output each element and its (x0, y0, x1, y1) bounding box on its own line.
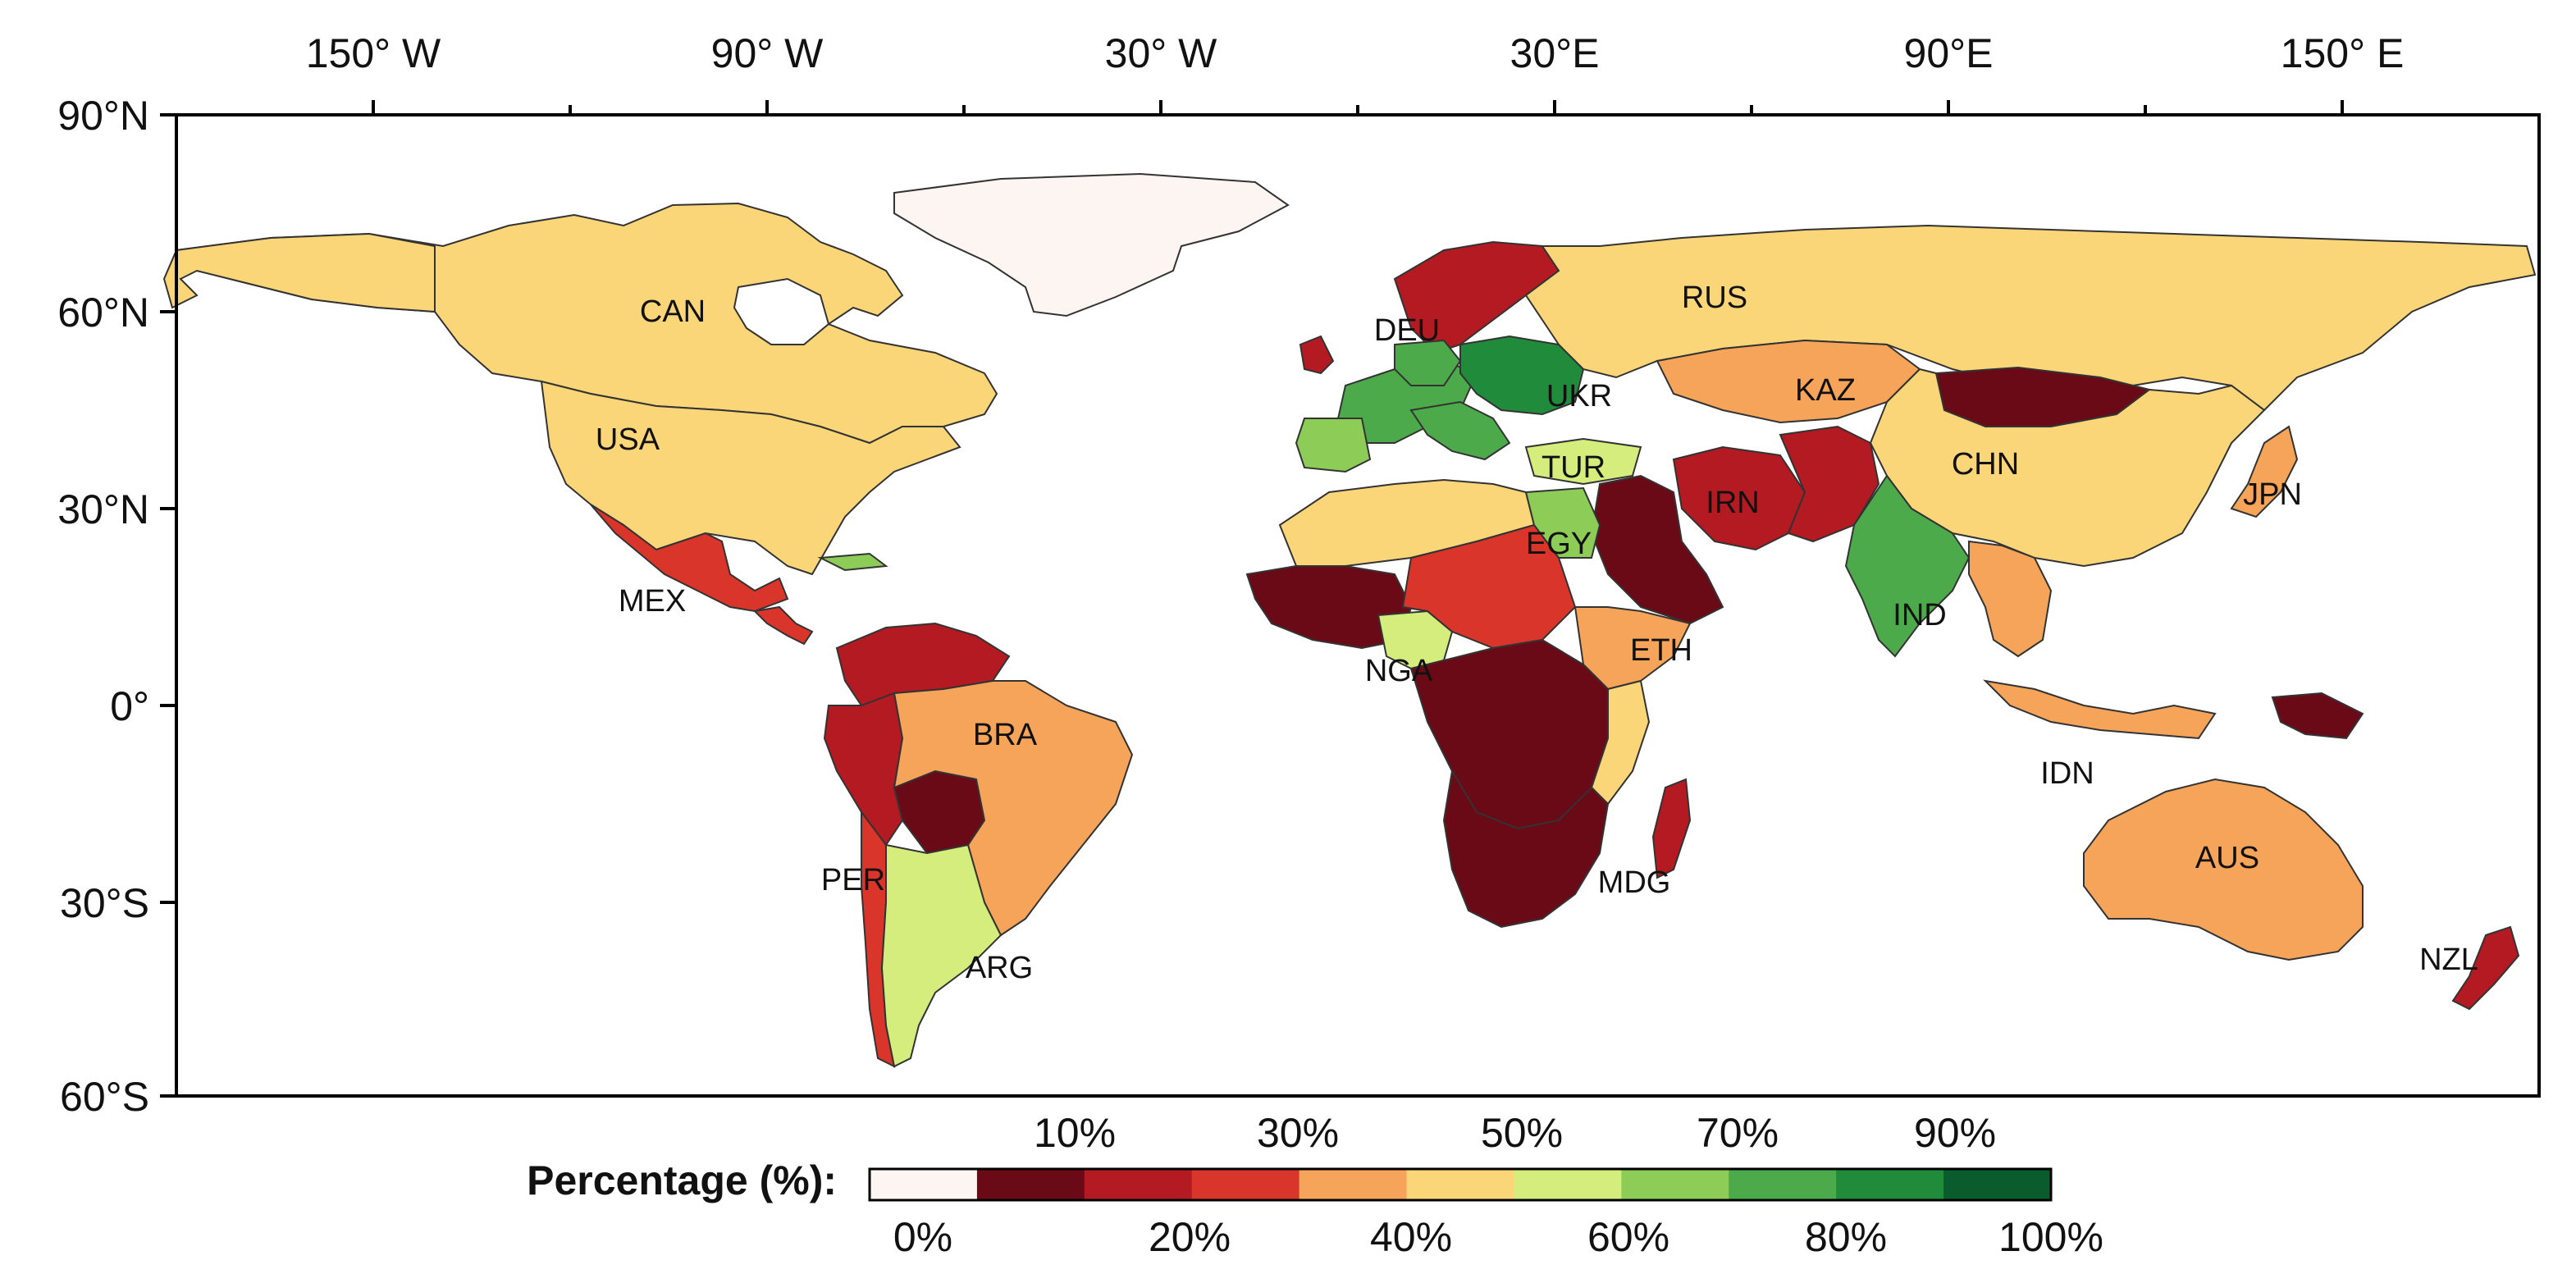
country-label-MDG: MDG (1598, 865, 1671, 900)
country-label-JPN: JPN (2243, 477, 2302, 512)
legend-bottom-tick: 100% (1998, 1214, 2103, 1260)
hudson-bay (733, 277, 830, 345)
region-UKR (1459, 335, 1585, 416)
region-se-asia (1968, 540, 2053, 658)
region-central-america (752, 605, 814, 646)
region-EGY (1524, 486, 1601, 559)
legend-swatch (1943, 1169, 2052, 1200)
legend-swatch (1621, 1169, 1729, 1200)
legend-swatch (1406, 1169, 1514, 1200)
legend: Percentage (%): 10% 30% 50% 70% 90% 0% 2… (527, 1110, 2103, 1260)
country-label-DEU: DEU (1374, 313, 1440, 348)
country-label-ARG: ARG (966, 951, 1033, 985)
left-axis (160, 113, 176, 1098)
left-tick-label: 0° (110, 683, 149, 729)
country-label-NZL: NZL (2419, 943, 2478, 977)
region-TUR (1524, 437, 1642, 486)
country-label-NGA: NGA (1365, 654, 1433, 688)
country-label-MEX: MEX (619, 584, 686, 619)
country-label-IRN: IRN (1706, 486, 1759, 520)
region-uk (1299, 335, 1335, 375)
country-label-AUS: AUS (2195, 841, 2259, 875)
region-USA-alaska (162, 232, 436, 313)
country-label-USA: USA (596, 422, 660, 457)
legend-top-tick: 10% (1034, 1110, 1116, 1156)
legend-swatch (1514, 1169, 1622, 1200)
region-IDN (1983, 679, 2217, 740)
legend-top-ticks: 10% 30% 50% 70% 90% (1034, 1110, 1996, 1156)
left-tick-label: 30°N (57, 486, 149, 532)
left-tick-label: 60°S (60, 1074, 149, 1120)
legend-swatch (1084, 1169, 1193, 1200)
left-tick-label: 30°S (60, 880, 149, 926)
legend-colorbar (870, 1169, 2052, 1200)
legend-top-tick: 70% (1697, 1110, 1779, 1156)
region-JPN (2230, 425, 2299, 518)
region-AUS (2083, 778, 2364, 961)
legend-swatch (976, 1169, 1085, 1200)
region-southern-africa (1442, 769, 1610, 929)
region-MEX (590, 504, 789, 613)
country-label-RUS: RUS (1682, 281, 1747, 315)
country-label-PER: PER (821, 863, 885, 897)
top-tick-label: 30° W (1105, 30, 1218, 76)
region-DEU (1394, 339, 1462, 386)
legend-swatch (1729, 1169, 1837, 1200)
country-label-TUR: TUR (1541, 450, 1605, 485)
top-tick-label: 90°E (1904, 30, 1994, 76)
country-label-IND: IND (1893, 598, 1946, 632)
region-MDG (1651, 778, 1692, 879)
left-tick-label: 90°N (57, 93, 149, 139)
top-tick-label: 30°E (1510, 30, 1600, 76)
region-middle-east (1590, 474, 1724, 625)
region-balkans (1409, 400, 1511, 461)
land-layer (162, 172, 2537, 1068)
country-label-CAN: CAN (640, 294, 706, 329)
legend-swatch (1191, 1169, 1300, 1200)
legend-frame (868, 1167, 2053, 1202)
legend-swatch (1836, 1169, 1944, 1200)
legend-title: Percentage (%): (527, 1157, 837, 1203)
top-tick-label: 90° W (711, 30, 824, 76)
legend-bottom-tick: 40% (1370, 1214, 1452, 1260)
country-label-KAZ: KAZ (1795, 373, 1856, 408)
top-tick-label: 150° E (2281, 30, 2405, 76)
legend-bottom-tick: 0% (893, 1214, 952, 1260)
legend-top-tick: 90% (1914, 1110, 1996, 1156)
region-ARG (880, 843, 1003, 1068)
legend-swatch (1299, 1169, 1408, 1200)
top-axis (372, 100, 2344, 115)
country-label-ETH: ETH (1630, 633, 1692, 668)
country-label-IDN: IDN (2040, 756, 2094, 791)
legend-swatch (870, 1169, 978, 1200)
region-IND (1844, 474, 1971, 658)
region-KAZ (1656, 339, 1921, 424)
region-png (2271, 692, 2364, 740)
legend-bottom-tick: 60% (1587, 1214, 1669, 1260)
legend-bottom-tick: 80% (1805, 1214, 1887, 1260)
region-BRA (893, 680, 1134, 937)
country-labels: CAN USA MEX BRA PER ARG DEU UKR TUR EGY … (596, 281, 2478, 985)
region-NZL (2451, 925, 2520, 1011)
left-tick-label: 60°N (57, 290, 149, 336)
legend-top-tick: 30% (1257, 1110, 1339, 1156)
country-label-UKR: UKR (1546, 379, 1612, 413)
left-axis-labels: 90°N 60°N 30°N 0° 30°S 60°S (57, 93, 149, 1120)
country-label-BRA: BRA (973, 718, 1038, 752)
region-iberia (1295, 418, 1372, 473)
region-caribbean (817, 552, 888, 572)
legend-bottom-ticks: 0% 20% 40% 60% 80% 100% (893, 1214, 2103, 1260)
legend-top-tick: 50% (1481, 1110, 1563, 1156)
region-east-africa (1590, 679, 1651, 806)
top-tick-label: 150° W (306, 30, 441, 76)
country-label-EGY: EGY (1526, 527, 1592, 561)
top-axis-labels: 150° W 90° W 30° W 30°E 90°E 150° E (306, 30, 2405, 76)
legend-bottom-tick: 20% (1149, 1214, 1231, 1260)
region-GRL (893, 172, 1290, 317)
country-label-CHN: CHN (1952, 447, 2019, 482)
